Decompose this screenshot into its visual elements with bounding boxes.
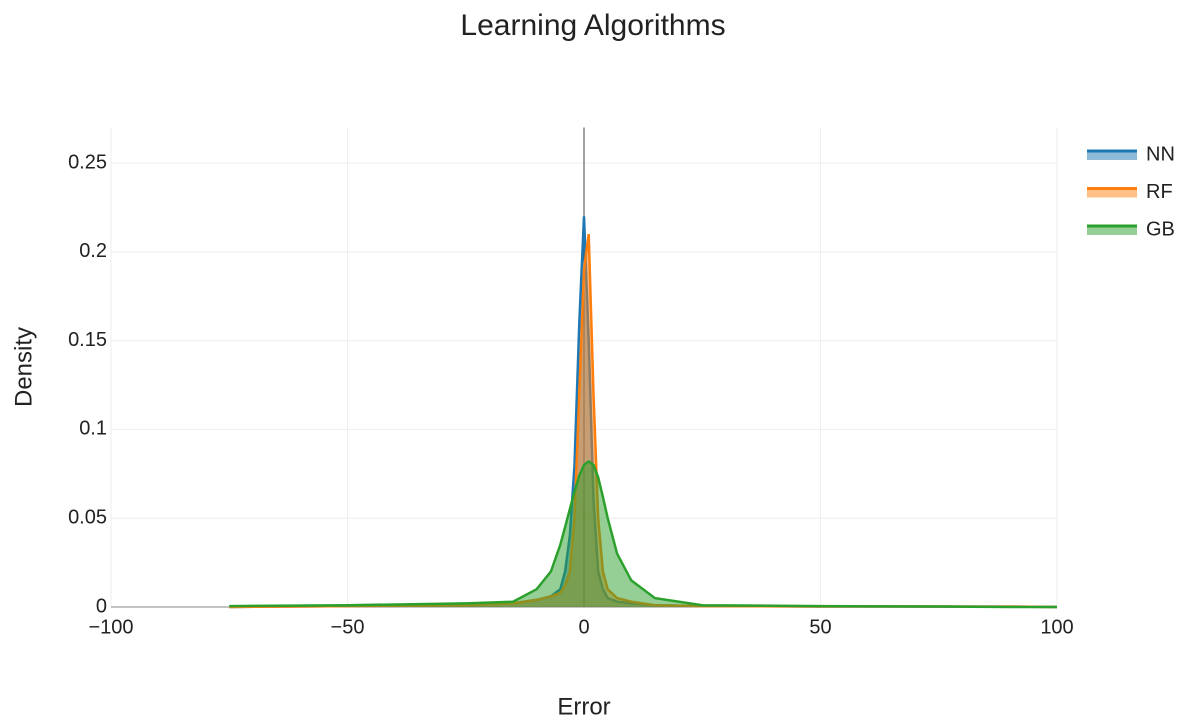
y-tick-label: 0.15	[68, 329, 107, 351]
x-tick-label: 100	[1040, 616, 1073, 638]
density-line	[229, 216, 1058, 609]
density-area	[229, 234, 1058, 607]
legend-label: GB	[1146, 218, 1175, 240]
y-tick-label: 0.2	[79, 240, 107, 262]
density-line	[229, 459, 1057, 609]
y-tick-label: 0.1	[79, 418, 107, 440]
y-tick-label: 0.05	[68, 506, 107, 528]
density-area	[229, 216, 1058, 608]
density-line	[229, 233, 1058, 609]
legend-swatch	[1087, 150, 1137, 160]
y-axis-title: Density	[10, 327, 37, 407]
density-area	[229, 461, 1058, 607]
x-tick-label: −50	[331, 616, 365, 638]
x-tick-label: 50	[809, 616, 831, 638]
x-tick-label: −100	[88, 616, 133, 638]
legend-swatch	[1087, 187, 1137, 198]
legend-swatch	[1087, 225, 1137, 235]
y-tick-label: 0	[96, 595, 107, 617]
legend-label: NN	[1146, 143, 1175, 165]
legend-label: RF	[1146, 181, 1173, 203]
y-tick-label: 0.25	[68, 151, 107, 173]
chart-title: Learning Algorithms	[460, 9, 725, 42]
x-tick-label: 0	[578, 616, 589, 638]
x-axis-title: Error	[557, 693, 610, 720]
